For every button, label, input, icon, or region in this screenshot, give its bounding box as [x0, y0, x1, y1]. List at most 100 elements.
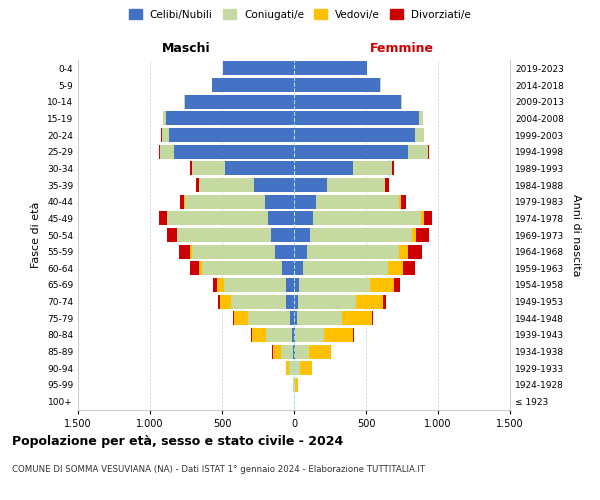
Bar	[268, 211, 294, 226]
Bar	[394, 278, 400, 292]
Bar	[388, 261, 403, 276]
Bar	[289, 361, 294, 376]
Bar	[294, 344, 295, 359]
Bar	[294, 294, 298, 308]
Bar	[217, 278, 224, 292]
Bar	[223, 62, 294, 76]
Bar	[190, 244, 192, 259]
Bar	[412, 228, 416, 242]
Bar	[383, 294, 386, 308]
Bar	[185, 94, 294, 109]
Bar	[212, 278, 217, 292]
Bar	[294, 128, 415, 142]
Bar	[286, 294, 294, 308]
Bar	[399, 244, 408, 259]
Bar	[180, 194, 184, 209]
Bar	[294, 94, 401, 109]
Bar	[300, 361, 311, 376]
Text: Popolazione per età, sesso e stato civile - 2024: Popolazione per età, sesso e stato civil…	[12, 435, 343, 448]
Bar	[294, 228, 310, 242]
Bar	[421, 211, 424, 226]
Bar	[185, 194, 265, 209]
Bar	[233, 311, 248, 326]
Bar	[190, 162, 191, 175]
Bar	[341, 311, 372, 326]
Bar	[294, 178, 327, 192]
Bar	[283, 261, 294, 276]
Bar	[294, 278, 299, 292]
Text: COMUNE DI SOMMA VESUVIANA (NA) - Dati ISTAT 1° gennaio 2024 - Elaborazione TUTTI: COMUNE DI SOMMA VESUVIANA (NA) - Dati IS…	[12, 465, 425, 474]
Bar	[419, 112, 423, 126]
Bar	[294, 144, 408, 159]
Bar	[163, 112, 166, 126]
Bar	[401, 194, 406, 209]
Bar	[316, 194, 399, 209]
Bar	[295, 344, 309, 359]
Bar	[399, 194, 401, 209]
Bar	[428, 144, 429, 159]
Y-axis label: Fasce di età: Fasce di età	[31, 202, 41, 268]
Bar	[294, 211, 313, 226]
Bar	[166, 112, 294, 126]
Bar	[251, 328, 266, 342]
Bar	[309, 344, 331, 359]
Bar	[184, 94, 185, 109]
Bar	[294, 311, 297, 326]
Bar	[192, 244, 275, 259]
Bar	[408, 244, 422, 259]
Bar	[295, 378, 298, 392]
Bar	[202, 261, 283, 276]
Bar	[294, 244, 307, 259]
Bar	[161, 128, 169, 142]
Bar	[272, 344, 281, 359]
Bar	[293, 378, 294, 392]
Bar	[199, 261, 202, 276]
Bar	[295, 328, 324, 342]
Bar	[294, 194, 316, 209]
Bar	[294, 378, 295, 392]
Bar	[310, 228, 412, 242]
Bar	[254, 178, 294, 192]
Bar	[313, 211, 421, 226]
Bar	[196, 178, 199, 192]
Bar	[327, 178, 385, 192]
Bar	[248, 311, 290, 326]
Bar	[160, 144, 175, 159]
Bar	[275, 244, 294, 259]
Bar	[290, 311, 294, 326]
Bar	[190, 261, 199, 276]
Bar	[297, 311, 341, 326]
Bar	[370, 278, 394, 292]
Bar	[199, 178, 254, 192]
Bar	[266, 328, 292, 342]
Bar	[356, 294, 383, 308]
Bar	[294, 78, 380, 92]
Bar	[167, 211, 268, 226]
Bar	[415, 128, 424, 142]
Y-axis label: Anni di nascita: Anni di nascita	[571, 194, 581, 276]
Bar	[307, 244, 399, 259]
Bar	[225, 162, 294, 175]
Bar	[408, 144, 428, 159]
Bar	[294, 112, 419, 126]
Bar	[293, 344, 294, 359]
Bar	[424, 211, 432, 226]
Bar	[212, 78, 294, 92]
Bar	[178, 228, 271, 242]
Bar	[167, 228, 176, 242]
Bar	[294, 261, 302, 276]
Bar	[353, 328, 354, 342]
Bar	[392, 162, 394, 175]
Text: Femmine: Femmine	[370, 42, 434, 55]
Bar	[169, 128, 294, 142]
Bar	[385, 178, 389, 192]
Bar	[265, 194, 294, 209]
Bar	[176, 228, 178, 242]
Bar	[298, 294, 356, 308]
Bar	[220, 294, 232, 308]
Bar	[175, 144, 294, 159]
Bar	[192, 162, 225, 175]
Bar	[294, 162, 353, 175]
Bar	[224, 278, 286, 292]
Bar	[160, 211, 167, 226]
